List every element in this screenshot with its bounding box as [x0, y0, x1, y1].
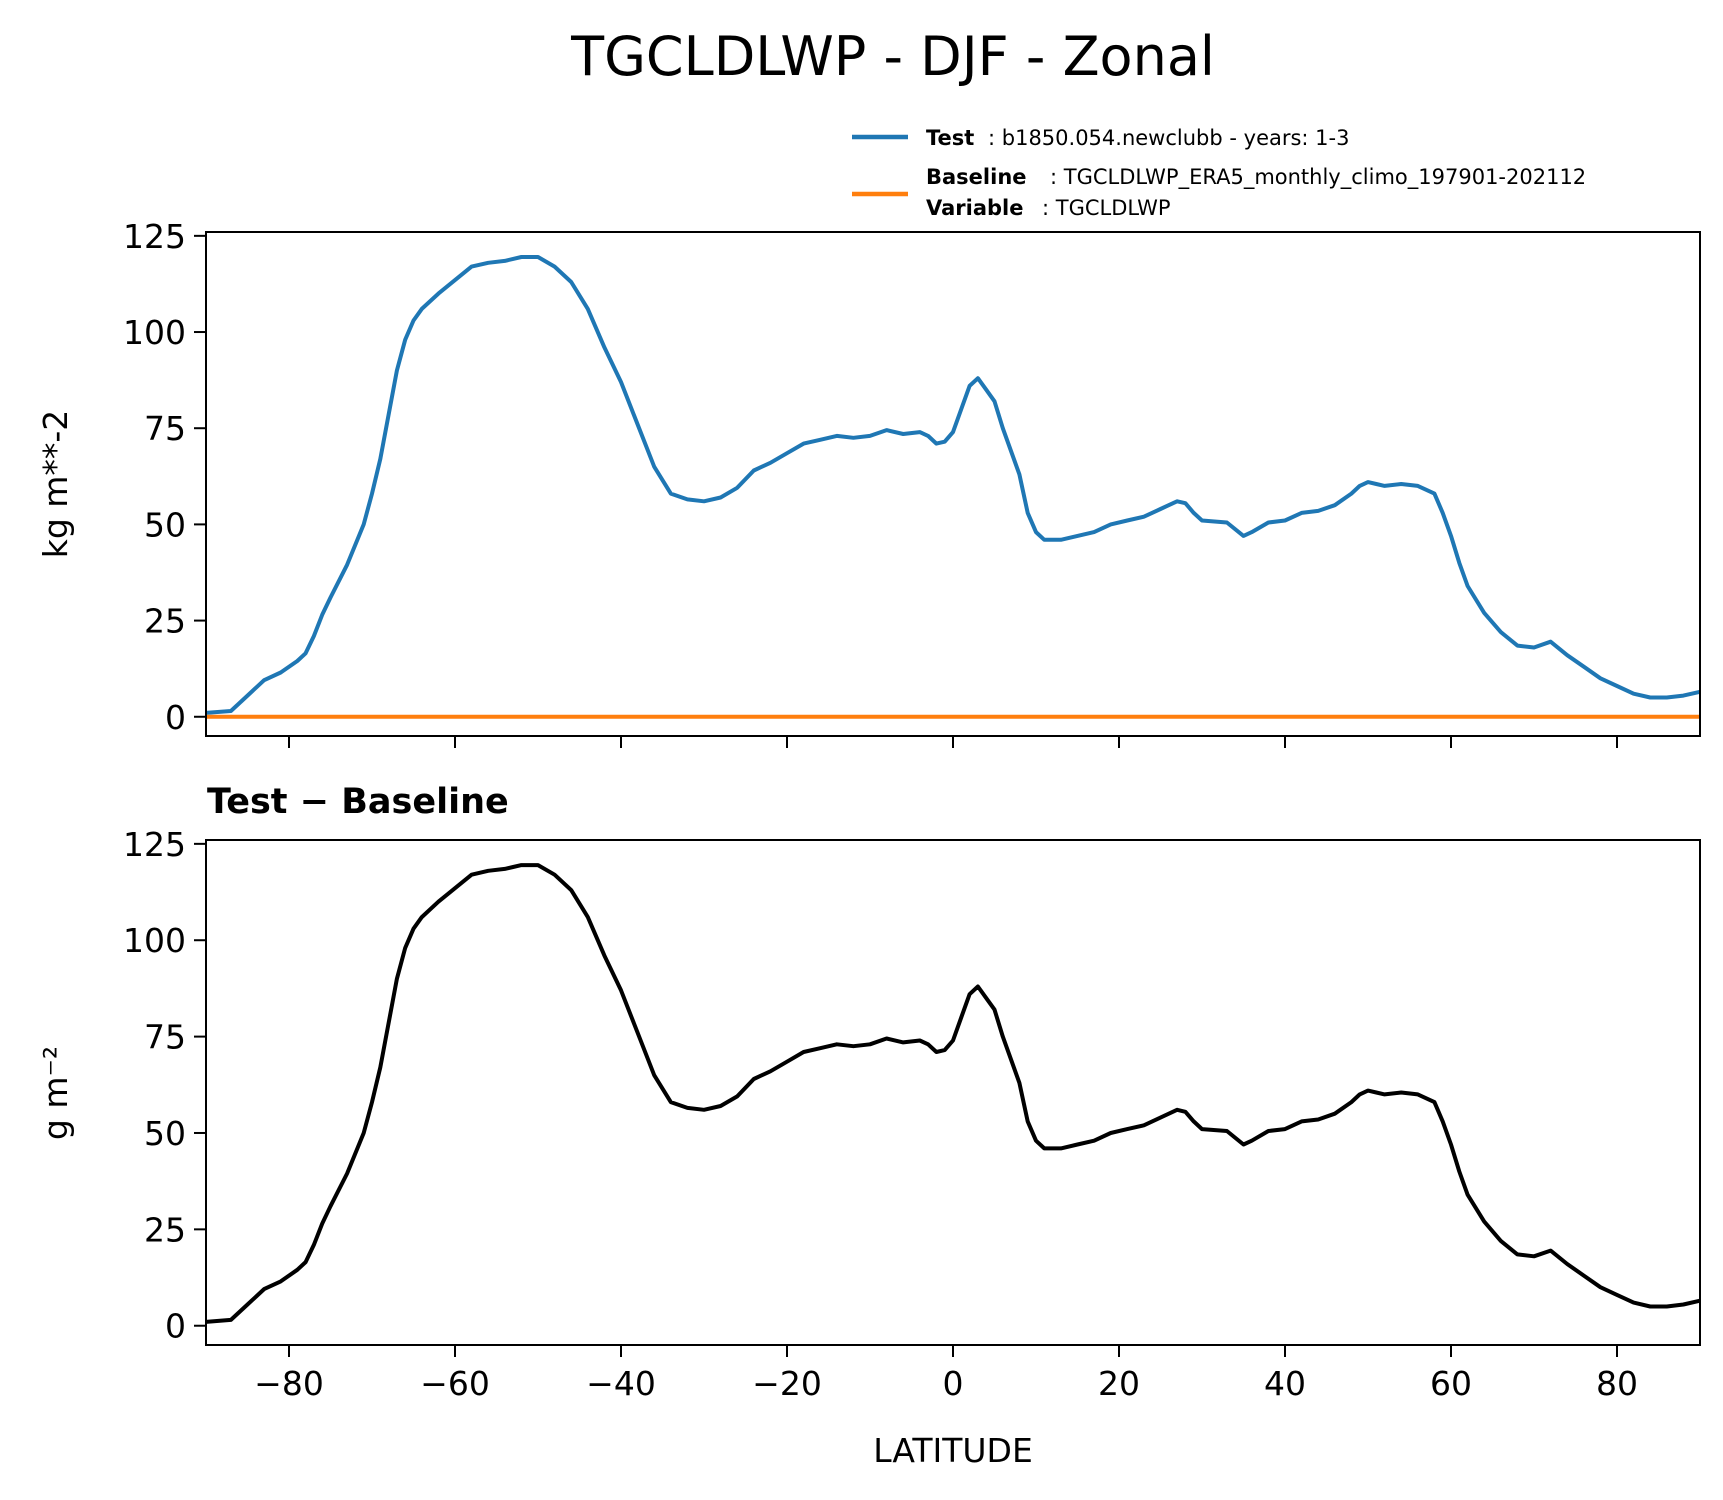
legend: Test : b1850.054.newclubb - years: 1-3 B…	[852, 126, 1586, 220]
x-tick-label: 40	[1264, 1364, 1306, 1403]
top-panel-y-axis-label: kg m**-2	[36, 410, 75, 559]
x-tick-label: 0	[943, 1364, 964, 1403]
top-panel: 0 25 50 75 100 125 kg m**-2	[36, 217, 1701, 748]
series-line-test	[205, 255, 1701, 715]
bottom-panel-y-ticks: 0 25 50 75 100 125	[123, 825, 206, 1346]
x-axis-label: LATITUDE	[873, 1431, 1033, 1470]
legend-test-label: Test	[926, 126, 974, 150]
y-tick-label: 100	[123, 921, 186, 960]
bottom-panel: Test − Baseline −80 −60 −40 −20 0 20 40 60 80 0 2…	[36, 782, 1701, 1470]
bottom-panel-x-ticks: −80 −60 −40 −20 0 20 40 60 80	[254, 1345, 1638, 1403]
y-tick-label: 125	[123, 825, 186, 864]
bottom-panel-lines	[205, 863, 1701, 1324]
y-tick-label: 25	[144, 1210, 186, 1249]
chart-title: TGCLDLWP - DJF - Zonal	[570, 25, 1215, 88]
y-tick-label: 100	[123, 313, 186, 352]
y-tick-label: 75	[144, 1018, 186, 1057]
legend-variable-label: Variable	[926, 196, 1023, 220]
legend-variable-text: : TGCLDLWP	[1042, 196, 1171, 220]
y-tick-label: 0	[165, 1307, 186, 1346]
x-tick-label: 20	[1098, 1364, 1140, 1403]
legend-baseline-text: : TGCLDLWP_ERA5_monthly_climo_197901-202…	[1050, 165, 1586, 190]
bottom-panel-title: Test − Baseline	[207, 782, 509, 822]
top-panel-y-ticks: 0 25 50 75 100 125	[123, 217, 206, 737]
x-tick-label: −80	[254, 1364, 324, 1403]
top-panel-frame	[205, 231, 1701, 737]
y-tick-label: 0	[165, 698, 186, 737]
y-tick-label: 50	[144, 505, 186, 544]
x-tick-label: 80	[1596, 1364, 1638, 1403]
y-tick-label: 125	[123, 217, 186, 256]
top-panel-lines	[205, 255, 1701, 719]
y-tick-label: 50	[144, 1114, 186, 1153]
legend-test-text: : b1850.054.newclubb - years: 1-3	[988, 126, 1349, 150]
y-tick-label: 75	[144, 409, 186, 448]
x-tick-label: −20	[752, 1364, 822, 1403]
top-panel-x-ticks	[288, 736, 1618, 748]
y-tick-label: 25	[144, 602, 186, 641]
x-tick-label: −60	[420, 1364, 490, 1403]
bottom-panel-frame	[205, 839, 1701, 1346]
x-tick-label: −40	[586, 1364, 656, 1403]
series-line-difference	[205, 863, 1701, 1324]
legend-baseline-label: Baseline	[926, 165, 1027, 189]
x-tick-label: 60	[1430, 1364, 1472, 1403]
bottom-panel-y-axis-label: g m⁻²	[36, 1046, 75, 1140]
